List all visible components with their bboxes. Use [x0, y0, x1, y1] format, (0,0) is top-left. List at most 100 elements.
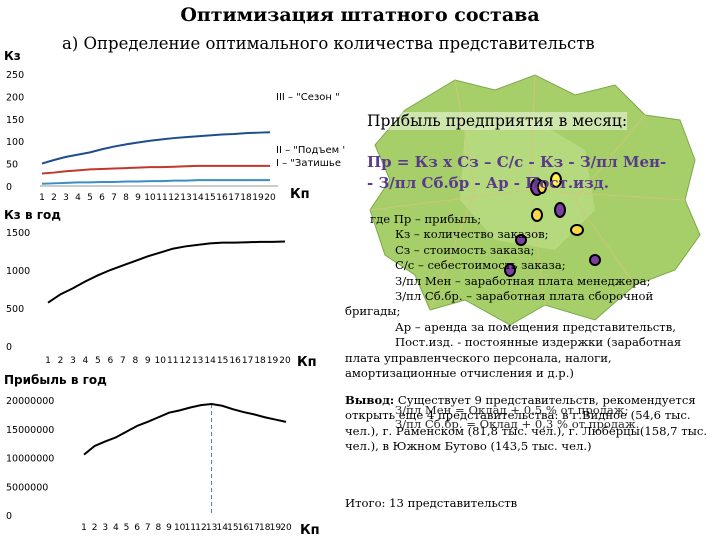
- x-tick-label: 10: [144, 193, 156, 200]
- series-line: [47, 240, 286, 304]
- x-tick-label: 5: [124, 523, 130, 533]
- x-tick-label: 14: [192, 193, 204, 200]
- x-tick-label: 2: [51, 193, 57, 200]
- x-tick-label: 17: [248, 523, 259, 533]
- x-tick-label: 6: [108, 356, 114, 366]
- x-tick-label: 2: [58, 356, 64, 366]
- conclusion-label: Вывод:: [345, 393, 395, 407]
- x-tick-label: 5: [95, 356, 101, 366]
- y-tick-label: 20000000: [6, 396, 54, 407]
- series-line: [41, 164, 270, 175]
- x-axis-label: Кп: [297, 355, 317, 370]
- y-tick-label: 100: [6, 137, 24, 148]
- x-tick-label: 1: [81, 523, 87, 533]
- definitions-list: где Пр – прибыль; Кз – количество заказо…: [345, 212, 717, 381]
- definition-item: бригады;: [345, 304, 401, 319]
- chart-profit-per-year: Прибыль в год 0 5000000 10000000 15000000 20…: [4, 373, 320, 538]
- x-axis-label: Кп: [290, 187, 310, 200]
- x-tick-label: 11: [167, 356, 178, 366]
- y-tick-label: 50: [6, 160, 18, 171]
- x-tick-label: 12: [179, 356, 190, 366]
- definition-item: Ар – аренда за помещения представительст…: [395, 319, 676, 334]
- definition-item: З/пл Сб.бр. – заработная плата сборочной: [395, 289, 654, 304]
- y-tick-label: 1000: [6, 266, 30, 277]
- x-tick-label: 3: [70, 356, 76, 366]
- x-tick-label: 15: [227, 523, 238, 533]
- conclusion-text: Существует 9 представительств, рекоменду…: [345, 393, 708, 454]
- y-tick-label: 0: [6, 342, 12, 353]
- x-tick-label: 18: [254, 356, 266, 366]
- x-tick-label: 5: [87, 193, 93, 200]
- x-tick-label: 16: [229, 356, 241, 366]
- x-axis-label: Кп: [300, 523, 320, 538]
- definition-item: где Пр – прибыль;: [370, 212, 482, 226]
- x-tick-label: 9: [135, 193, 141, 200]
- x-tick-label: 1: [39, 193, 45, 200]
- definition-item: амортизационные отчисления и д.р.): [345, 366, 574, 381]
- y-tick-label: 150: [6, 115, 24, 126]
- x-tick-label: 17: [228, 193, 239, 200]
- x-tick-label: 8: [156, 523, 162, 533]
- y-tick-label: 10000000: [6, 454, 54, 465]
- definition-item: С/с – себестоимость заказа;: [395, 258, 566, 273]
- x-tick-label: 4: [75, 193, 81, 200]
- x-tick-label: 16: [238, 523, 250, 533]
- x-tick-label: 7: [145, 523, 151, 533]
- x-tick-label: 15: [204, 193, 215, 200]
- x-tick-label: 20: [264, 193, 276, 200]
- y-tick-label: 250: [6, 70, 24, 81]
- formula-heading: Прибыль предприятия в месяц:: [367, 112, 628, 130]
- x-tick-label: 12: [195, 523, 206, 533]
- definition-item: Сз – стоимость заказа;: [395, 242, 535, 257]
- x-tick-label: 4: [83, 356, 89, 366]
- formula-line: - З/пл Сб.бр - Ар - Пост.изд.: [367, 174, 609, 192]
- y-axis-label: Кз в год: [4, 208, 61, 222]
- x-tick-label: 7: [111, 193, 117, 200]
- x-tick-label: 8: [132, 356, 138, 366]
- y-tick-label: 1500: [6, 228, 30, 239]
- x-tick-label: 13: [192, 356, 203, 366]
- x-tick-label: 6: [99, 193, 105, 200]
- conclusion: Вывод: Существует 9 представительств, ре…: [345, 393, 717, 455]
- x-tick-label: 18: [240, 193, 252, 200]
- office-marker: [589, 254, 601, 266]
- x-tick-label: 15: [217, 356, 228, 366]
- x-tick-label: 8: [123, 193, 129, 200]
- definition-item: З/пл Мен – заработная плата менеджера;: [395, 273, 651, 288]
- x-tick-label: 19: [267, 356, 279, 366]
- x-tick-label: 7: [120, 356, 126, 366]
- x-tick-label: 19: [252, 193, 264, 200]
- x-tick-label: 9: [166, 523, 172, 533]
- x-tick-label: 9: [145, 356, 151, 366]
- office-marker: [531, 208, 543, 222]
- office-marker: [515, 234, 527, 246]
- x-tick-label: 13: [180, 193, 191, 200]
- chart-orders-by-season: Кз 0 50 100 150 200 250 III – "Сезон " II – "П…: [4, 49, 345, 200]
- x-tick-label: 2: [92, 523, 98, 533]
- x-tick-label: 10: [155, 356, 167, 366]
- x-tick-label: 20: [280, 523, 292, 533]
- salary-crew-formula: З/пл Сб.бр. = Оклад + 0,3 % от продаж.: [395, 417, 640, 431]
- series-label: I – "Затишье ": [276, 158, 345, 169]
- office-marker: [550, 172, 562, 188]
- definition-item: плата управленческого персонала, налоги,: [345, 350, 612, 365]
- office-marker: [554, 202, 566, 218]
- series-label: III – "Сезон ": [276, 92, 340, 103]
- x-tick-label: 16: [216, 193, 228, 200]
- series-line: [41, 179, 270, 185]
- y-axis-label: Кз: [4, 49, 21, 63]
- x-tick-label: 3: [63, 193, 69, 200]
- series-line: [41, 131, 271, 165]
- profit-formula: Пр = Кз х Сз – С/с - Кз - З/пл Мен- - З/…: [367, 152, 717, 194]
- y-tick-label: 0: [6, 511, 12, 522]
- x-tick-label: 17: [242, 356, 253, 366]
- series-label: II – "Подъем ": [276, 145, 345, 156]
- office-marker: [504, 263, 516, 277]
- x-tick-label: 3: [102, 523, 108, 533]
- x-tick-label: 13: [206, 523, 217, 533]
- salary-manager-formula: З/пл Мен = Оклад + 0,5 % от продаж;: [395, 403, 629, 417]
- definition-item: Пост.изд. - постоянные издержки (заработ…: [395, 335, 682, 350]
- y-tick-label: 15000000: [6, 425, 54, 436]
- page-title: Оптимизация штатного состава: [180, 4, 540, 26]
